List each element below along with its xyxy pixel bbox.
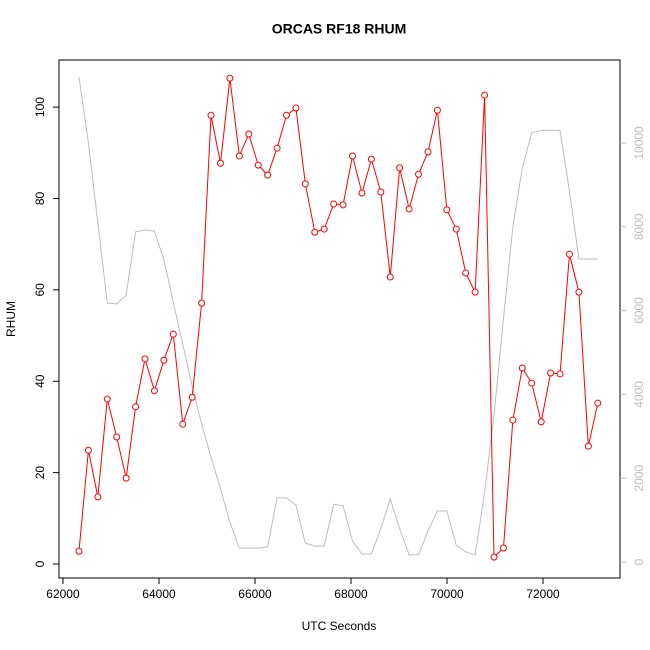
- data-point: [528, 379, 536, 387]
- y2-tick-label: 10000: [632, 126, 646, 160]
- data-point: [122, 474, 130, 482]
- data-point: [424, 148, 432, 156]
- data-point: [141, 355, 149, 363]
- data-point: [113, 433, 121, 441]
- data-point: [594, 399, 602, 407]
- data-point: [292, 104, 300, 112]
- data-point: [462, 269, 470, 277]
- data-point: [499, 544, 507, 552]
- y-tick-label: 100: [33, 97, 47, 117]
- y2-tick-label: 2000: [632, 465, 646, 492]
- data-point: [103, 395, 111, 403]
- x-tick-label: 72000: [526, 587, 560, 601]
- data-point: [471, 288, 479, 296]
- data-point: [509, 416, 517, 424]
- data-point: [198, 299, 206, 307]
- chart-title: ORCAS RF18 RHUM: [272, 21, 407, 37]
- data-point: [179, 420, 187, 428]
- data-point: [188, 393, 196, 401]
- y-tick-label: 40: [33, 374, 47, 388]
- data-point: [396, 164, 404, 172]
- data-point: [282, 111, 290, 119]
- data-point: [518, 364, 526, 372]
- y2-tick-label: 8000: [632, 213, 646, 240]
- data-point: [433, 106, 441, 114]
- data-point: [537, 418, 545, 426]
- data-point: [132, 403, 140, 411]
- data-point: [490, 553, 498, 561]
- data-point: [75, 547, 83, 555]
- data-point: [349, 152, 357, 160]
- series-line: [78, 78, 599, 559]
- data-point: [547, 369, 555, 377]
- x-tick-label: 66000: [238, 587, 272, 601]
- x-tick-label: 62000: [46, 587, 80, 601]
- data-point: [565, 250, 573, 258]
- data-point: [94, 493, 102, 501]
- data-point: [575, 288, 583, 296]
- data-point: [160, 356, 168, 364]
- y-tick-label: 20: [33, 466, 47, 480]
- data-point: [320, 225, 328, 233]
- data-point: [556, 370, 564, 378]
- data-point: [84, 446, 92, 454]
- y2-tick-label: 6000: [632, 297, 646, 324]
- x-axis-label: UTC Seconds: [302, 619, 377, 633]
- data-point: [452, 225, 460, 233]
- data-point: [584, 442, 592, 450]
- data-point: [443, 206, 451, 214]
- y-tick-label: 60: [33, 283, 47, 297]
- series-line: [78, 76, 598, 556]
- x-tick-label: 64000: [142, 587, 176, 601]
- data-point: [311, 228, 319, 236]
- data-point: [235, 152, 243, 160]
- data-point: [339, 201, 347, 209]
- y-axis-label: RHUM: [4, 301, 18, 337]
- y-tick-label: 0: [33, 560, 47, 567]
- data-point: [386, 273, 394, 281]
- y2-tick-label: 0: [632, 558, 646, 565]
- y2-tick-label: 4000: [632, 381, 646, 408]
- data-point: [405, 205, 413, 213]
- y-tick-label: 80: [33, 191, 47, 205]
- data-point: [150, 387, 158, 395]
- data-point: [481, 91, 489, 99]
- data-point: [254, 161, 262, 169]
- data-point: [169, 330, 177, 338]
- data-point: [207, 111, 215, 119]
- x-tick-label: 68000: [334, 587, 368, 601]
- data-point: [330, 200, 338, 208]
- data-point: [273, 144, 281, 152]
- data-point: [367, 155, 375, 163]
- data-point: [226, 74, 234, 82]
- x-tick-label: 70000: [430, 587, 464, 601]
- data-point: [358, 189, 366, 197]
- data-point: [415, 170, 423, 178]
- data-point: [245, 130, 253, 138]
- data-point: [377, 188, 385, 196]
- data-point: [264, 171, 272, 179]
- data-point: [301, 180, 309, 188]
- plot-frame: [58, 59, 621, 579]
- data-point: [216, 159, 224, 167]
